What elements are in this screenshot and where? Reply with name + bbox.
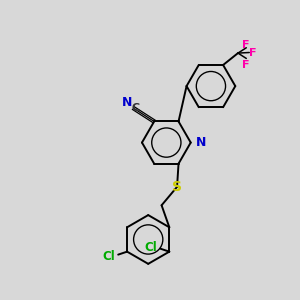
Text: Cl: Cl (102, 250, 115, 262)
Text: F: F (242, 60, 249, 70)
Text: Cl: Cl (144, 241, 157, 254)
Text: F: F (249, 48, 257, 58)
Text: C: C (132, 103, 140, 113)
Text: S: S (172, 180, 182, 194)
Text: F: F (242, 40, 249, 50)
Text: N: N (196, 136, 206, 149)
Text: N: N (122, 96, 132, 109)
